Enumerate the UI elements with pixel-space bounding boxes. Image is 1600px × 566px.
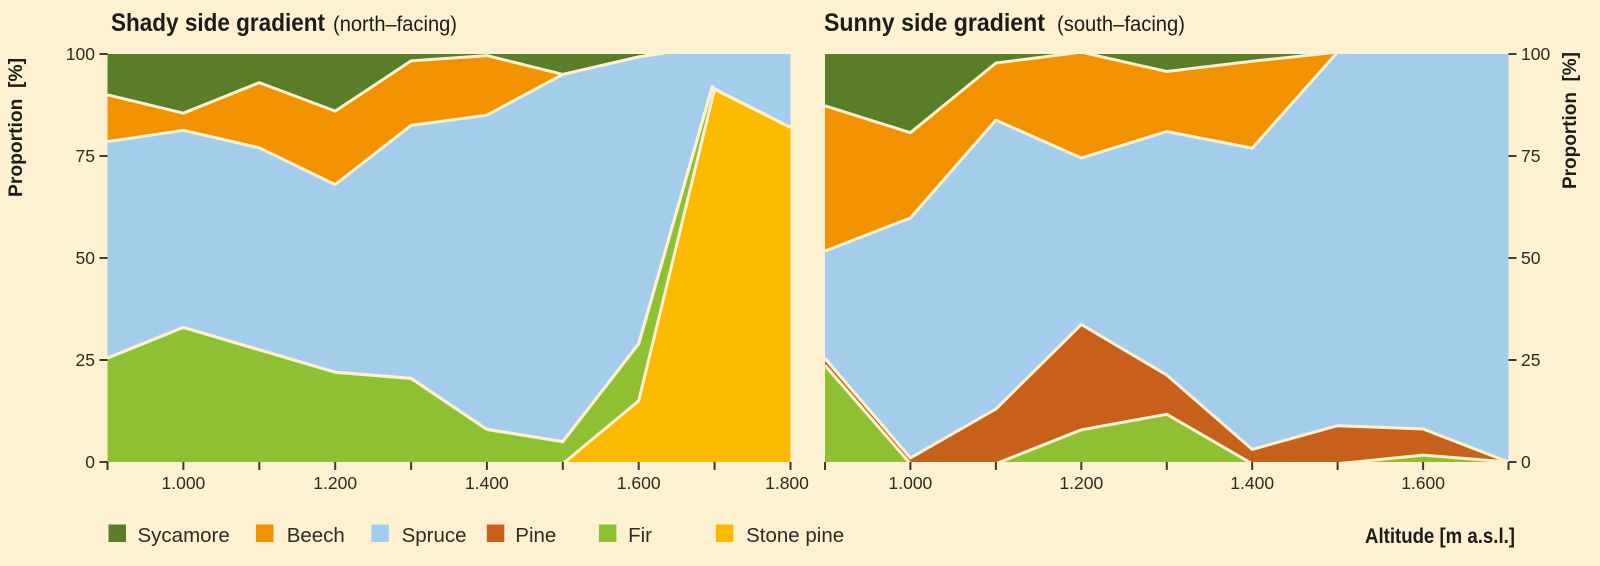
- svg-text:1.800: 1.800: [765, 473, 809, 493]
- svg-text:1.000: 1.000: [889, 473, 933, 493]
- svg-text:100: 100: [66, 44, 95, 64]
- svg-text:0: 0: [1521, 452, 1531, 472]
- svg-text:Pine: Pine: [515, 524, 556, 547]
- svg-text:1.400: 1.400: [1230, 473, 1274, 493]
- svg-text:50: 50: [1521, 248, 1541, 268]
- svg-text:1.000: 1.000: [162, 473, 206, 493]
- svg-text:Proportion [%]: Proportion [%]: [1559, 52, 1581, 189]
- svg-text:Altitude [m a.s.l.]: Altitude [m a.s.l.]: [1365, 525, 1515, 548]
- svg-text:(south–facing): (south–facing): [1057, 13, 1185, 36]
- svg-text:1.600: 1.600: [617, 473, 661, 493]
- svg-text:75: 75: [76, 146, 95, 166]
- svg-text:0: 0: [85, 452, 95, 472]
- svg-text:Stone pine: Stone pine: [746, 524, 844, 547]
- svg-text:1.200: 1.200: [1059, 473, 1103, 493]
- svg-text:Proportion [%]: Proportion [%]: [5, 58, 27, 197]
- svg-text:Spruce: Spruce: [402, 524, 467, 547]
- svg-text:Beech: Beech: [287, 524, 345, 547]
- svg-text:Sycamore: Sycamore: [138, 524, 230, 547]
- svg-text:Sunny side gradient: Sunny side gradient: [824, 9, 1046, 37]
- svg-text:Shady side gradient: Shady side gradient: [111, 9, 326, 37]
- svg-text:75: 75: [1521, 146, 1540, 166]
- svg-text:25: 25: [1521, 350, 1540, 370]
- svg-text:50: 50: [76, 248, 96, 268]
- svg-text:100: 100: [1521, 44, 1550, 64]
- svg-text:25: 25: [76, 350, 95, 370]
- svg-text:(north–facing): (north–facing): [333, 13, 457, 36]
- svg-text:Fir: Fir: [628, 524, 652, 547]
- svg-text:1.400: 1.400: [465, 473, 509, 493]
- svg-text:1.600: 1.600: [1401, 473, 1445, 493]
- svg-text:1.200: 1.200: [313, 473, 357, 493]
